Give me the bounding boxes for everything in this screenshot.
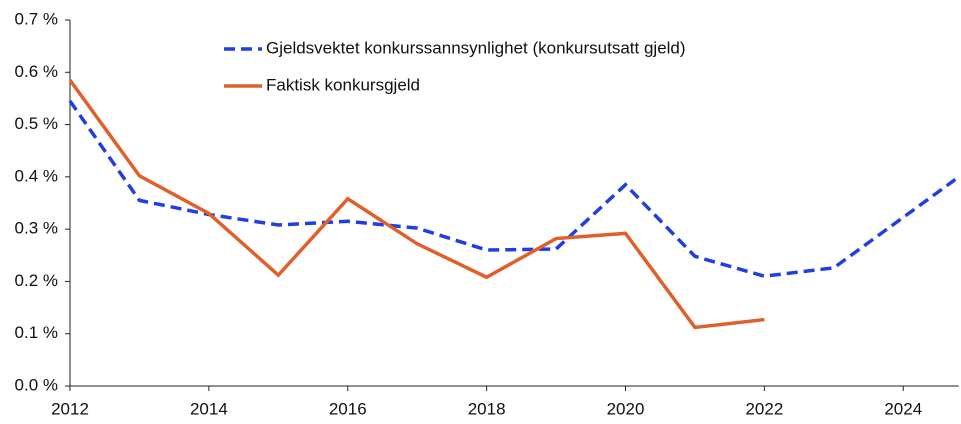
series-line: [68, 79, 765, 330]
x-tick-label: 2014: [190, 399, 228, 418]
y-tick-label: 0.3 %: [15, 219, 58, 238]
x-tick-label: 2022: [745, 399, 783, 418]
y-tick-label: 0.6 %: [15, 62, 58, 81]
y-tick-label: 0.5 %: [15, 114, 58, 133]
y-tick-label: 0.1 %: [15, 323, 58, 342]
legend-label: Gjeldsvektet konkurssannsynlighet (konku…: [266, 38, 686, 57]
x-tick-label: 2020: [607, 399, 645, 418]
y-tick-label: 0.2 %: [15, 271, 58, 290]
series-line: [68, 100, 957, 278]
x-tick-label: 2018: [468, 399, 506, 418]
y-tick-label: 0.0 %: [15, 375, 58, 394]
x-tick-label: 2012: [51, 399, 89, 418]
legend-label: Faktisk konkursgjeld: [266, 75, 420, 94]
x-tick-label: 2016: [329, 399, 367, 418]
x-tick-label: 2024: [884, 399, 922, 418]
y-tick-label: 0.7 %: [15, 9, 58, 28]
y-tick-label: 0.4 %: [15, 166, 58, 185]
